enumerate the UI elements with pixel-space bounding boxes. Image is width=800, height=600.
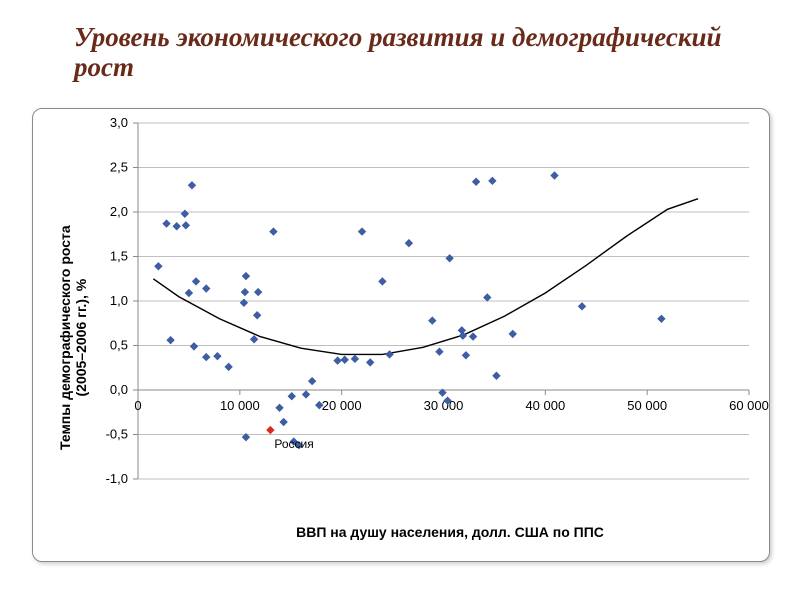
data-point xyxy=(341,356,348,363)
data-point xyxy=(163,220,170,227)
y-axis-label: Темпы демографического роста (2005–2006 … xyxy=(57,225,89,450)
x-tick-label: 0 xyxy=(134,398,141,413)
data-point xyxy=(240,299,247,306)
data-point xyxy=(193,278,200,285)
y-tick-label: 3,0 xyxy=(110,115,128,130)
data-point xyxy=(181,210,188,217)
data-point xyxy=(270,228,277,235)
x-axis-label: ВВП на душу населения, долл. США по ППС xyxy=(170,524,730,540)
data-point xyxy=(185,289,192,296)
data-point xyxy=(173,223,180,230)
data-point xyxy=(473,178,480,185)
data-point xyxy=(167,337,174,344)
data-point xyxy=(214,353,221,360)
data-point xyxy=(367,359,374,366)
y-tick-label: -0,5 xyxy=(106,427,128,442)
y-tick-label: 1,5 xyxy=(110,249,128,264)
data-point xyxy=(405,240,412,247)
x-tick-label: 20 000 xyxy=(322,398,362,413)
data-point xyxy=(242,273,249,280)
y-tick-label: 2,5 xyxy=(110,160,128,175)
slide-title: Уровень экономического развития и демогр… xyxy=(74,22,734,82)
data-point xyxy=(493,372,500,379)
data-point xyxy=(225,363,232,370)
x-tick-label: 60 000 xyxy=(729,398,769,413)
data-point xyxy=(489,177,496,184)
russia-point xyxy=(267,427,274,434)
data-point xyxy=(379,278,386,285)
y-tick-label: 2,0 xyxy=(110,204,128,219)
russia-label: Россия xyxy=(274,437,313,451)
x-tick-label: 50 000 xyxy=(627,398,667,413)
data-point xyxy=(386,351,393,358)
trend-curve xyxy=(153,199,698,355)
data-point xyxy=(203,354,210,361)
data-point xyxy=(459,332,466,339)
data-point xyxy=(334,357,341,364)
data-point xyxy=(446,255,453,262)
data-point xyxy=(254,312,261,319)
data-point xyxy=(255,289,262,296)
data-point xyxy=(276,404,283,411)
x-tick-label: 30 000 xyxy=(424,398,464,413)
y-tick-label: 0,5 xyxy=(110,338,128,353)
y-tick-label: 0,0 xyxy=(110,382,128,397)
data-point xyxy=(241,289,248,296)
data-point xyxy=(359,228,366,235)
data-point xyxy=(578,303,585,310)
x-tick-label: 40 000 xyxy=(525,398,565,413)
data-point xyxy=(155,263,162,270)
data-point xyxy=(470,333,477,340)
data-point xyxy=(203,285,210,292)
data-point xyxy=(251,336,258,343)
data-point xyxy=(509,330,516,337)
data-point xyxy=(280,419,287,426)
data-point xyxy=(462,352,469,359)
data-point xyxy=(658,315,665,322)
data-point xyxy=(309,378,316,385)
data-point xyxy=(288,393,295,400)
y-tick-label: 1,0 xyxy=(110,293,128,308)
data-point xyxy=(436,348,443,355)
chart-frame: 0 10 000 20 000 30 000 40 000 50 000 60 000 -1,… xyxy=(32,108,770,562)
scatter-chart: 0 10 000 20 000 30 000 40 000 50 000 60 000 -1,… xyxy=(33,109,769,561)
data-point xyxy=(351,355,358,362)
x-tick-label: 10 000 xyxy=(220,398,260,413)
y-tick-label: -1,0 xyxy=(106,471,128,486)
data-point xyxy=(484,294,491,301)
data-point xyxy=(182,222,189,229)
data-point xyxy=(191,343,198,350)
data-point xyxy=(303,391,310,398)
data-point xyxy=(429,317,436,324)
data-point xyxy=(188,182,195,189)
data-point xyxy=(551,172,558,179)
